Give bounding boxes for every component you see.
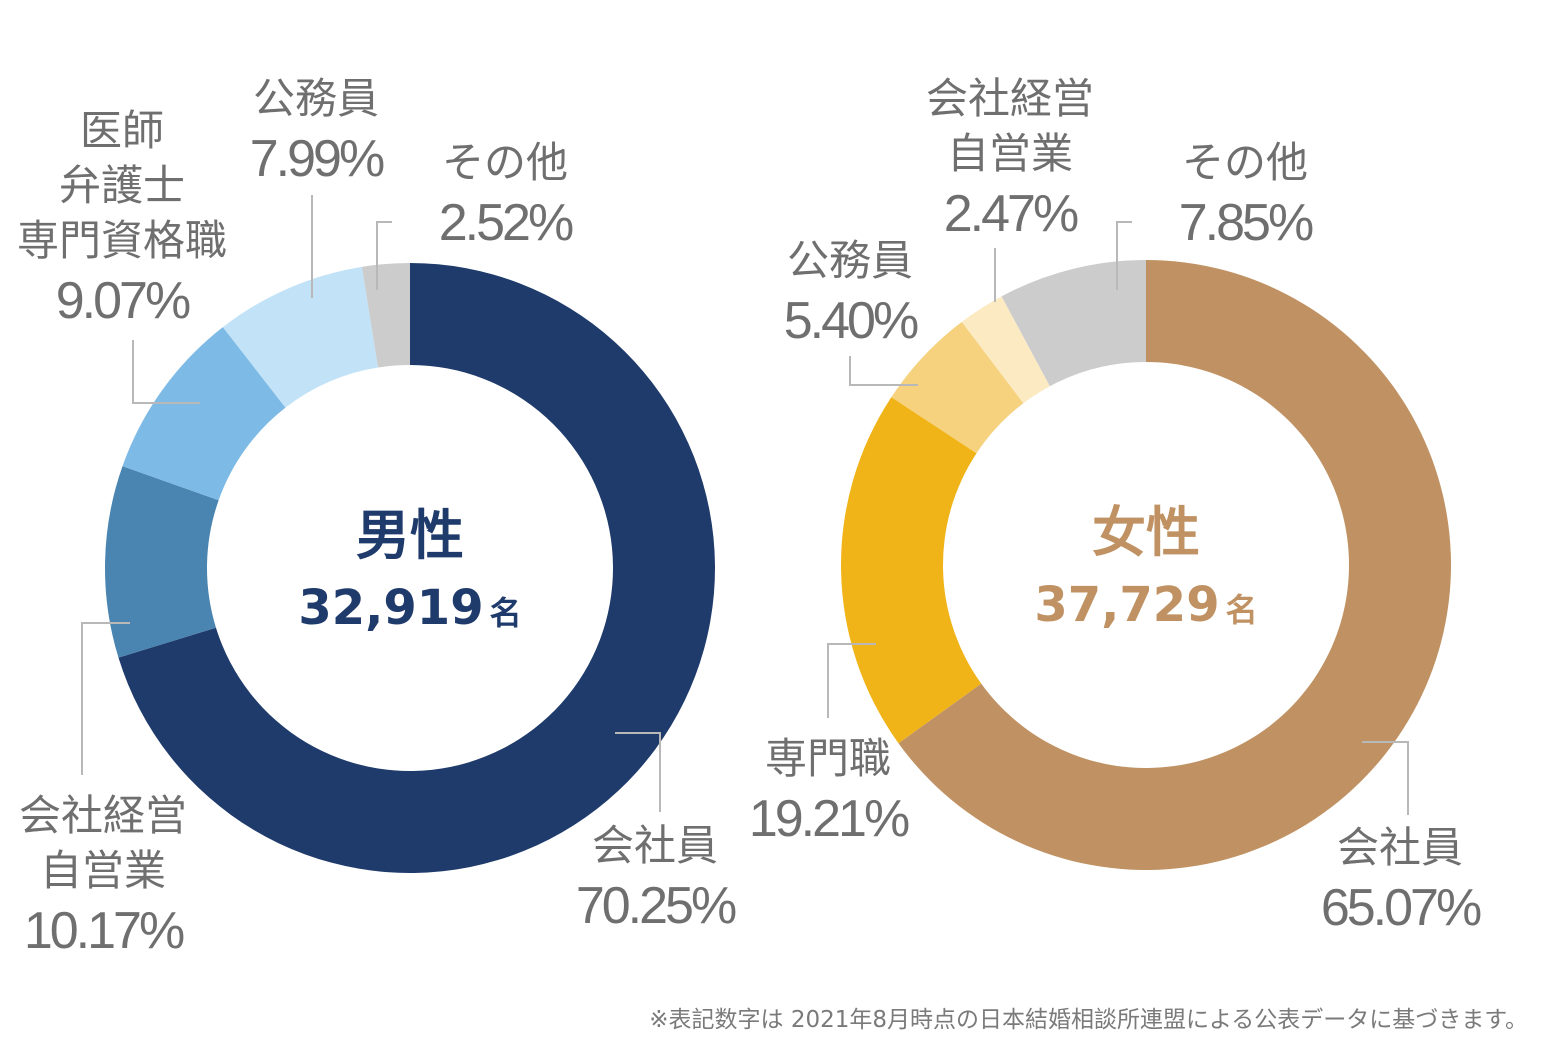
leader-line <box>849 356 918 386</box>
leader-line <box>376 221 392 290</box>
donut-slice <box>361 263 410 368</box>
donut-slice <box>222 266 378 408</box>
center-title: 男性 <box>356 504 464 567</box>
slice-category-label: 専門資格職 <box>17 216 227 265</box>
slice-category-label: その他 <box>442 138 568 187</box>
donut-slice <box>841 397 982 744</box>
slice-percent-label: 7.99% <box>250 130 384 188</box>
center-count: 32,919 名 <box>298 580 521 636</box>
slice-category-label: 弁護士 <box>59 161 185 210</box>
leader-line <box>827 643 876 718</box>
leader-line <box>615 732 661 812</box>
slice-percent-label: 5.40% <box>784 292 918 350</box>
slice-category-label: 公務員 <box>253 74 379 123</box>
donut-slice <box>898 260 1451 871</box>
slice-percent-label: 65.07% <box>1321 879 1481 937</box>
slice-percent-label: 70.25% <box>576 877 736 935</box>
leader-line <box>81 622 130 775</box>
slice-category-label: 医師 <box>80 106 164 155</box>
center-count: 37,729 名 <box>1034 577 1257 633</box>
slice-percent-label: 9.07% <box>56 272 190 330</box>
slice-percent-label: 7.85% <box>1179 194 1313 252</box>
slice-percent-label: 2.47% <box>944 185 1078 243</box>
slice-category-label: その他 <box>1182 138 1308 187</box>
slice-percent-label: 19.21% <box>749 790 909 848</box>
slice-category-label: 会社経営 <box>926 74 1094 123</box>
slice-category-label: 公務員 <box>787 236 913 285</box>
slice-category-label: 会社員 <box>592 821 718 870</box>
slice-category-label: 会社員 <box>1337 823 1463 872</box>
leader-line <box>1116 221 1132 290</box>
footnote: ※表記数字は 2021年8月時点の日本結婚相談所連盟による公表データに基づきます… <box>649 1007 1528 1033</box>
center-title: 女性 <box>1092 501 1200 564</box>
slice-category-label: 自営業 <box>40 846 166 895</box>
donut-slice <box>891 321 1024 454</box>
donut-slice <box>118 263 715 873</box>
leader-line <box>132 340 200 404</box>
slice-category-label: 会社経営 <box>19 791 187 840</box>
slice-percent-label: 2.52% <box>439 194 573 252</box>
leader-line <box>1362 741 1409 815</box>
slice-category-label: 自営業 <box>947 129 1073 178</box>
donut-slice <box>122 327 286 501</box>
donut-slice <box>1001 260 1146 387</box>
donut-slice <box>105 466 219 658</box>
donut-slice <box>961 296 1050 404</box>
slice-percent-label: 10.17% <box>24 902 184 960</box>
slice-category-label: 専門職 <box>765 734 891 783</box>
